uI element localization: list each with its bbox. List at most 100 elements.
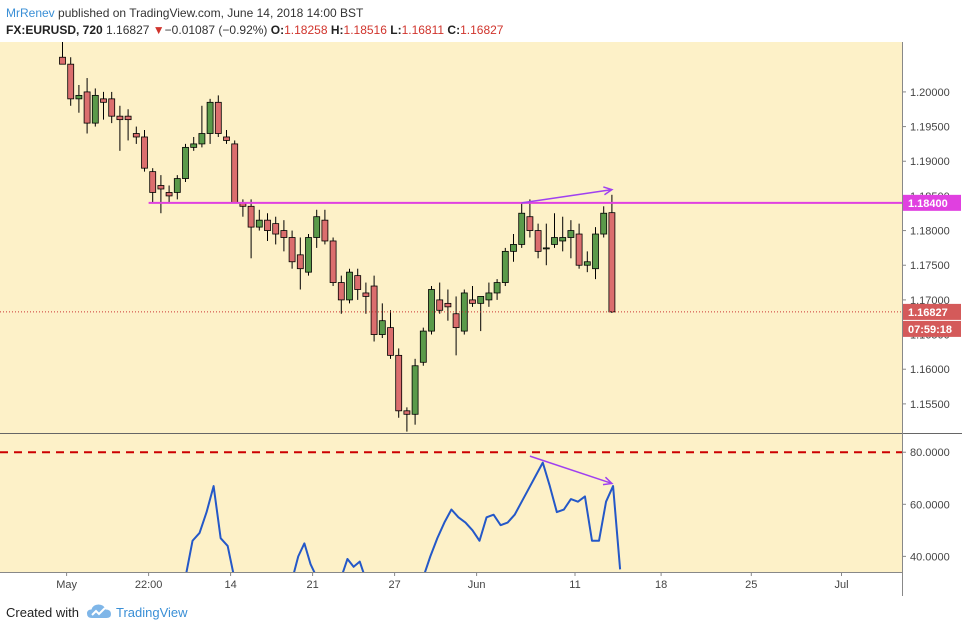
candle — [600, 206, 608, 238]
candle-body-up — [592, 233, 599, 270]
candle — [526, 199, 534, 238]
price-chart[interactable]: 1.200001.195001.190001.185001.180001.175… — [0, 42, 962, 596]
time-tick-label: Jun — [468, 579, 486, 591]
candle — [149, 168, 157, 203]
candle-body-up — [428, 289, 435, 332]
candle — [116, 105, 124, 151]
candle — [575, 223, 583, 269]
candle-body-up — [206, 101, 214, 134]
time-tick-label: Jul — [834, 579, 848, 591]
candle — [378, 303, 386, 339]
candle-body-down — [288, 237, 296, 263]
candle — [346, 268, 353, 304]
candle-body-down — [296, 254, 304, 270]
price-tick-label: 1.15500 — [910, 399, 950, 411]
candle — [354, 268, 362, 300]
oscillator-line — [185, 485, 235, 572]
ohlc-legend: FX:EURUSD, 720 1.16827 ▼−0.01087 (−0.92%… — [6, 23, 503, 37]
oscillator-line — [424, 461, 622, 572]
candle — [403, 407, 411, 432]
low-label: L: — [390, 23, 402, 37]
candle — [493, 279, 501, 300]
candle-body-up — [510, 244, 517, 252]
last-price-label-bg — [903, 303, 961, 320]
candle — [395, 348, 403, 418]
time-tick-label: 21 — [306, 579, 318, 591]
candle — [477, 296, 485, 332]
candle-body-down — [141, 136, 148, 169]
price-divergence-arrow — [521, 186, 614, 204]
candle-body-down — [362, 292, 370, 297]
candle — [108, 91, 116, 124]
candle-body-up — [182, 146, 189, 179]
candle — [75, 84, 83, 113]
candle — [321, 209, 329, 245]
candle — [100, 91, 107, 120]
candle — [608, 194, 616, 313]
candle-body-down — [149, 171, 157, 193]
candle-body-down — [395, 354, 403, 412]
candle — [485, 282, 493, 307]
candle — [198, 105, 206, 148]
candle — [272, 216, 280, 245]
tradingview-cloud-icon[interactable] — [86, 602, 112, 622]
candle-body-up — [419, 330, 427, 363]
candle-body-up — [198, 133, 206, 145]
resistance-price-label-bg — [903, 194, 961, 211]
symbol-label[interactable]: FX:EURUSD, 720 — [6, 23, 103, 37]
candle-body-up — [305, 237, 312, 273]
candle — [501, 247, 509, 287]
candle-body-up — [583, 261, 591, 266]
oscillator-line — [342, 557, 365, 572]
candle — [305, 234, 312, 276]
close-label: C: — [447, 23, 461, 37]
time-tick-label: 25 — [745, 579, 757, 591]
created-with-text: Created with — [6, 605, 79, 620]
last-price: 1.16827 — [106, 23, 150, 37]
candle-body-up — [477, 296, 485, 304]
candle-body-down — [534, 230, 542, 252]
candle — [231, 140, 239, 204]
oscillator-divergence-arrow-head — [602, 476, 614, 486]
candle-body-up — [501, 250, 509, 283]
candle-body-down — [264, 219, 271, 231]
tradingview-brand-link[interactable]: TradingView — [116, 605, 188, 620]
candle-body-up — [313, 216, 321, 238]
candle-body-down — [116, 115, 124, 121]
time-tick-label: 11 — [569, 579, 580, 591]
candle — [592, 227, 599, 280]
candle-body-down — [231, 143, 239, 204]
time-tick-label: 18 — [655, 579, 667, 591]
published-text: published on TradingView.com, June 14, 2… — [58, 6, 364, 20]
candle-body-down — [247, 205, 255, 228]
candle-body-down — [272, 223, 280, 235]
open-label: O: — [270, 23, 285, 37]
oscillator-pane-background — [0, 434, 902, 572]
price-tick-label: 1.20000 — [910, 87, 950, 99]
candle-body-up — [493, 282, 501, 294]
candle — [173, 175, 181, 200]
oscillator-line — [293, 542, 316, 572]
candle — [124, 109, 132, 141]
oscillator-tick-label: 40.0000 — [910, 551, 950, 563]
candle — [518, 202, 526, 248]
candle-body-down — [354, 275, 362, 290]
candle-body-down — [575, 233, 583, 266]
candle — [387, 310, 394, 359]
author-link[interactable]: MrRenev — [6, 6, 55, 20]
candle-body-down — [436, 299, 444, 311]
time-tick-label: 27 — [388, 579, 400, 591]
price-plot-group — [59, 42, 616, 432]
open-value: 1.18258 — [284, 23, 328, 37]
candle-body-up — [91, 94, 99, 124]
candle — [214, 95, 222, 137]
candle — [182, 143, 189, 183]
candle — [444, 289, 452, 321]
candle-body-down — [83, 91, 91, 124]
candle — [469, 286, 476, 307]
oscillator-tick-label: 80.0000 — [910, 447, 950, 459]
candle — [542, 223, 550, 266]
price-divergence-arrow-head — [603, 186, 614, 196]
candle — [419, 327, 427, 366]
price-tick-label: 1.19000 — [910, 156, 950, 168]
